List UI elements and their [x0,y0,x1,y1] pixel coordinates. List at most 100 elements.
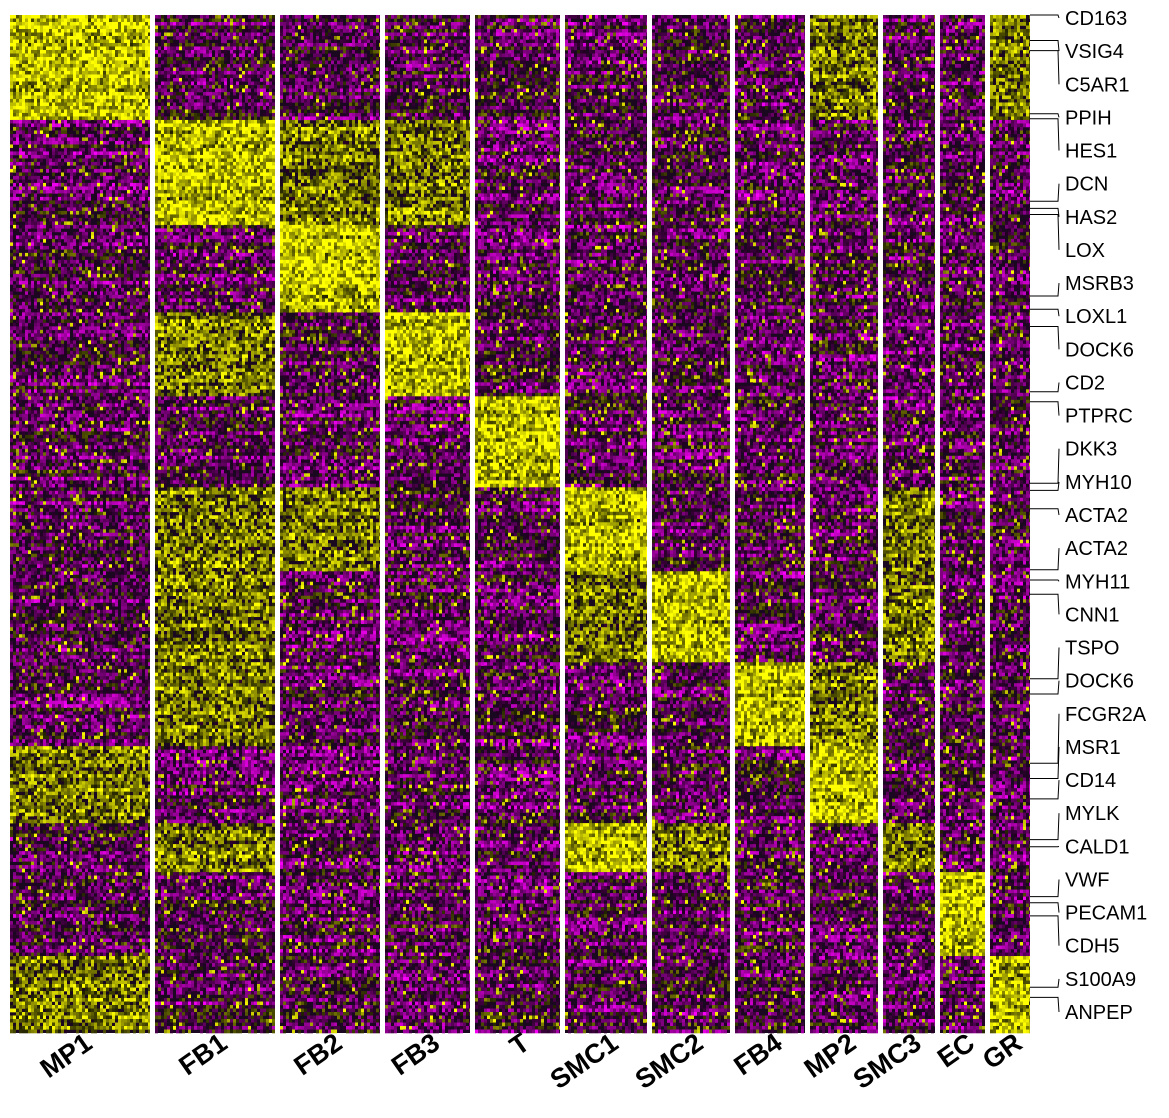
heatmap-cell [28,46,31,50]
heatmap-cell [106,43,109,47]
heatmap-cell [19,29,22,33]
heatmap-cell [31,19,34,23]
heatmap-cell [79,99,82,103]
heatmap-cell [22,57,25,61]
heatmap-cell [124,109,127,113]
heatmap-cell [25,64,28,68]
heatmap-cell [28,39,31,43]
heatmap-cell [109,25,112,29]
heatmap-cell [97,81,100,85]
heatmap-cell [118,78,121,82]
heatmap-cell [100,25,103,29]
heatmap-cell [55,130,58,134]
heatmap-cell [52,95,55,99]
heatmap-cell [109,95,112,99]
heatmap-cell [106,120,109,124]
heatmap-cell [106,15,109,19]
heatmap-cell [61,43,64,47]
heatmap-cell [13,102,16,106]
heatmap-cell [88,64,91,68]
heatmap-cell [115,46,118,50]
heatmap-cell [58,50,61,54]
heatmap-cell [16,130,19,134]
heatmap-cell [10,64,13,68]
heatmap-cell [19,92,22,96]
heatmap-cell [43,85,46,89]
heatmap-cells [10,15,1030,1033]
heatmap-cell [88,53,91,57]
heatmap-cell [130,32,133,36]
heatmap-cell [28,15,31,19]
heatmap-cell [148,116,150,120]
heatmap-cell [136,78,139,82]
heatmap-cell [79,15,82,19]
heatmap-cell [70,102,73,106]
heatmap-cell [19,60,22,64]
heatmap-cell [133,85,136,89]
heatmap-cell [139,99,142,103]
heatmap-cell [13,53,16,57]
heatmap-cell [43,25,46,29]
heatmap-cell [64,25,67,29]
heatmap-cell [13,32,16,36]
heatmap-cell [40,53,43,57]
heatmap-cell [145,67,148,71]
heatmap-cell [43,71,46,75]
heatmap-cell [124,99,127,103]
heatmap-cell [52,88,55,92]
heatmap-cell [19,22,22,26]
heatmap-cell [124,81,127,85]
heatmap-cell [115,29,118,33]
heatmap-cell [142,19,145,23]
heatmap-cell [79,57,82,61]
heatmap-cell [43,36,46,40]
heatmap-cell [55,95,58,99]
heatmap-cell [142,67,145,71]
heatmap-cell [28,116,31,120]
heatmap-cell [148,19,150,23]
heatmap-cell [133,36,136,40]
heatmap-cell [31,53,34,57]
heatmap-cell [118,88,121,92]
heatmap-cell [19,36,22,40]
heatmap-cell [142,85,145,89]
heatmap-cell [58,53,61,57]
heatmap-cell [91,123,94,127]
heatmap-cell [94,85,97,89]
heatmap-cell [88,19,91,23]
heatmap-cell [142,25,145,29]
heatmap-cell [106,95,109,99]
heatmap-cell [127,60,130,64]
heatmap-cell [115,92,118,96]
heatmap-cell [130,57,133,61]
heatmap-cell [52,81,55,85]
heatmap-cell [19,25,22,29]
heatmap-cell [52,60,55,64]
heatmap-cell [142,36,145,40]
heatmap-cell [13,106,16,110]
heatmap-cell [16,25,19,29]
heatmap-cell [55,36,58,40]
heatmap-cell [103,120,106,124]
heatmap-cell [34,19,37,23]
heatmap-cell [31,15,34,19]
heatmap-cell [145,127,148,131]
heatmap-cell [19,50,22,54]
heatmap-cell [67,88,70,92]
heatmap-cell [67,19,70,23]
heatmap-cell [121,106,124,110]
heatmap-cell [46,99,49,103]
heatmap-cell [118,81,121,85]
heatmap-cell [28,137,31,141]
heatmap-cell [82,46,85,50]
heatmap-cell [64,106,67,110]
heatmap-cell [109,113,112,117]
heatmap-cell [64,102,67,106]
heatmap-cell [136,85,139,89]
heatmap-cell [88,81,91,85]
heatmap-cell [28,64,31,68]
heatmap-cell [109,60,112,64]
heatmap-cell [124,102,127,106]
heatmap-cell [34,46,37,50]
heatmap-cell [136,46,139,50]
